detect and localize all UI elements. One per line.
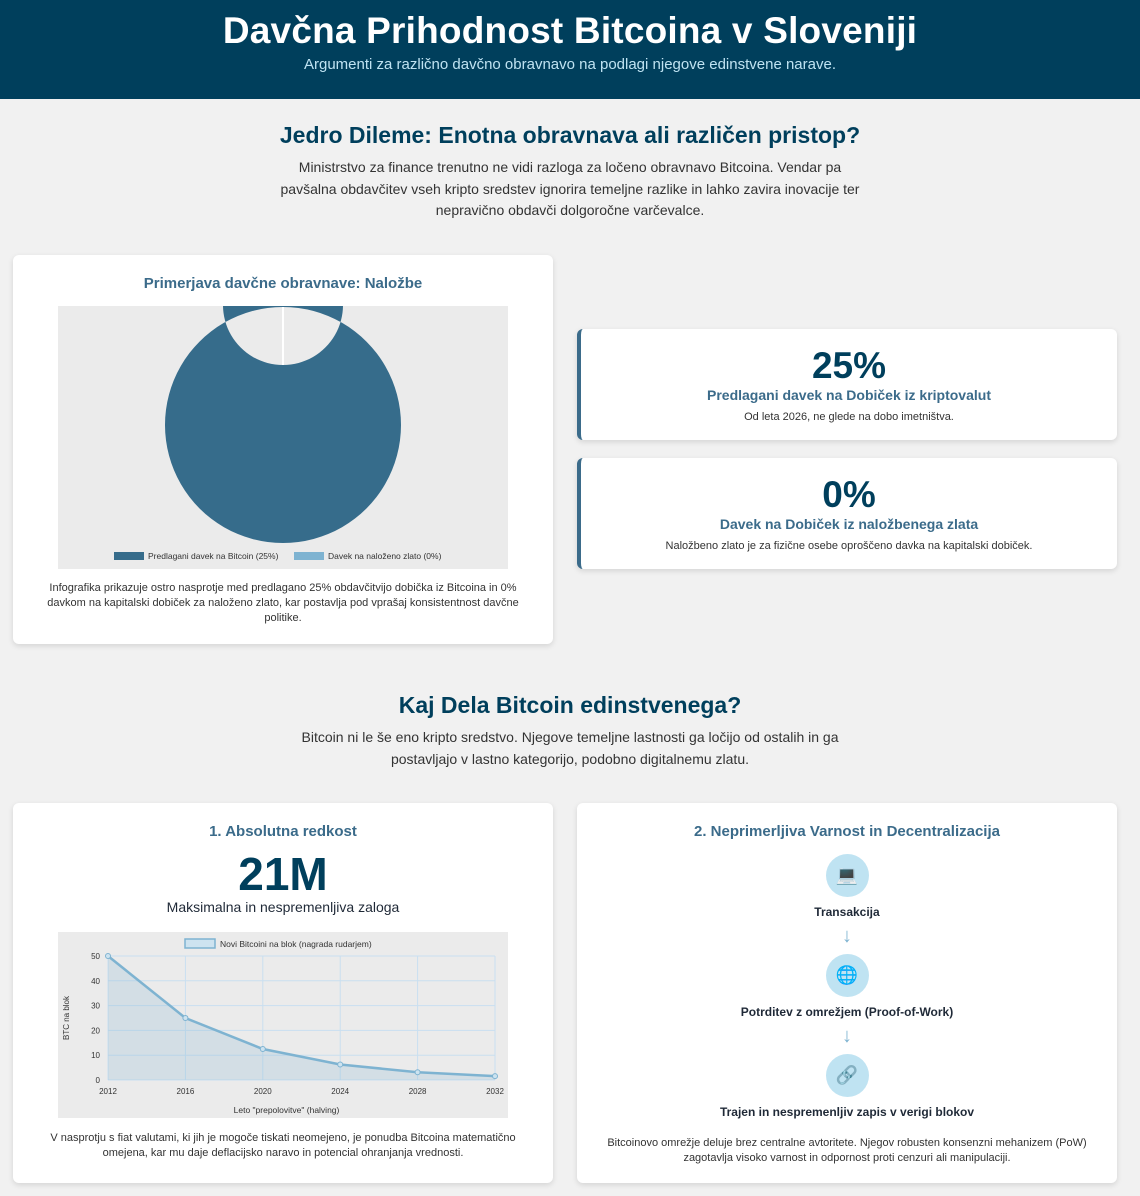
y-axis-title: BTC na blok xyxy=(62,995,71,1040)
donut-chart-area: Predlagani davek na Bitcoin (25%) Davek n… xyxy=(58,245,508,569)
chain-link-icon: 🔗 xyxy=(825,1054,869,1097)
supply-value: 21M xyxy=(238,848,328,900)
stat-note-gold: Naložbeno zlato je za fizične osebe opro… xyxy=(665,540,1033,552)
security-card: 2. Neprimerljiva Varnost in Decentraliza… xyxy=(577,803,1117,1183)
donut-chart: Predlagani davek na Bitcoin (25%) Davek n… xyxy=(114,245,442,561)
data-point xyxy=(259,1046,266,1052)
security-flow: 💻 Transakcija ↓ 🌐 Potrditev z omrežjem (… xyxy=(577,854,1117,1119)
security-title: 2. Neprimerljiva Varnost in Decentraliza… xyxy=(694,823,1000,840)
scarcity-card: 1. Absolutna redkost 21M Maksimalna in n… xyxy=(13,803,553,1183)
flow-step-label: Transakcija xyxy=(814,905,880,919)
halving-chart: 0 10 20 30 40 50 2012 2016 2020 2024 2028 2032 Novi … xyxy=(62,938,504,1115)
halving-chart-area: 0 10 20 30 40 50 2012 2016 2020 2024 2028 2032 Novi … xyxy=(58,932,508,1118)
comparison-card: Primerjava davčne obravnave: Naložbe Pre… xyxy=(13,245,553,644)
x-tick-label: 2024 xyxy=(331,1087,349,1096)
legend-label: Novi Bitcoini na blok (nagrada rudarjem) xyxy=(220,939,372,949)
x-tick-label: 2016 xyxy=(177,1087,195,1096)
data-point xyxy=(492,1073,498,1080)
stat-card-gold: 0% Davek na Dobiček iz naložbenega zlata… xyxy=(577,458,1117,569)
y-tick-label: 30 xyxy=(91,1002,100,1011)
supply-label: Maksimalna in nespremenljiva zaloga xyxy=(166,899,400,915)
arrow-down-icon: ↓ xyxy=(842,1025,852,1047)
intro-text: Ministrstvo za finance trenutno ne vidi … xyxy=(280,159,860,218)
x-tick-label: 2028 xyxy=(409,1087,427,1096)
stat-value-gold: 0% xyxy=(822,474,876,515)
series-area xyxy=(108,956,495,1080)
unique-title: Kaj Dela Bitcoin edinstvenega? xyxy=(398,692,742,718)
legend-label: Predlagani davek na Bitcoin (25%) xyxy=(148,551,279,561)
scarcity-caption: V nasprotju s fiat valutami, ki jih je m… xyxy=(50,1132,516,1159)
data-point xyxy=(337,1061,344,1068)
legend-swatch xyxy=(184,938,216,949)
y-tick-label: 50 xyxy=(91,952,100,961)
comparison-title: Primerjava davčne obravnave: Naložbe xyxy=(143,275,423,292)
x-tick-label: 2012 xyxy=(99,1087,117,1096)
stat-note-crypto: Od leta 2026, ne glede na dobo imetništv… xyxy=(744,411,954,423)
flow-step-confirmation: 🌐 Potrditev z omrežjem (Proof-of-Work) xyxy=(577,954,1117,1019)
y-tick-label: 0 xyxy=(96,1076,101,1085)
stat-value-crypto: 25% xyxy=(811,345,887,386)
comparison-caption: Infografika prikazuje ostro nasprotje me… xyxy=(47,582,519,624)
stat-label-crypto: Predlagani davek na Dobiček iz kriptoval… xyxy=(707,387,991,403)
x-tick-label: 2032 xyxy=(486,1087,504,1096)
page-header: Davčna Prihodnost Bitcoina v Sloveniji A… xyxy=(0,0,1140,99)
x-axis-title: Leto "prepolovitve" (halving) xyxy=(234,1105,340,1115)
series-line xyxy=(107,955,496,1078)
stat-label-gold: Davek na Dobiček iz naložbenega zlata xyxy=(719,516,979,532)
stat-card-crypto: 25% Predlagani davek na Dobiček iz kript… xyxy=(577,329,1117,440)
flow-step-transaction: 💻 Transakcija xyxy=(577,854,1117,919)
page-subtitle: Argumenti za različno davčno obravnavo n… xyxy=(303,56,836,73)
donut-slice xyxy=(164,245,401,544)
y-tick-label: 20 xyxy=(91,1026,100,1035)
intro-section: Jedro Dileme: Enotna obravnava ali razli… xyxy=(0,122,1140,222)
data-point xyxy=(414,1069,421,1076)
flow-step-label: Potrditev z omrežjem (Proof-of-Work) xyxy=(740,1005,954,1019)
flow-step-label: Trajen in nespremenljiv zapis v verigi b… xyxy=(719,1105,975,1119)
globe-icon: 🌐 xyxy=(825,954,869,997)
arrow-down-icon: ↓ xyxy=(842,925,852,947)
legend-label: Davek na naloženo zlato (0%) xyxy=(328,551,442,561)
data-point xyxy=(182,1015,189,1021)
y-tick-label: 40 xyxy=(91,977,100,986)
legend-swatch xyxy=(114,552,144,560)
flow-step-record: 🔗 Trajen in nespremenljiv zapis v verigi… xyxy=(577,1054,1117,1119)
x-tick-label: 2020 xyxy=(254,1087,272,1096)
laptop-icon: 💻 xyxy=(825,854,869,897)
data-point xyxy=(105,953,111,959)
page-title: Davčna Prihodnost Bitcoina v Sloveniji xyxy=(222,10,918,51)
unique-text: Bitcoin ni le še eno kripto sredstvo. Nj… xyxy=(301,729,839,767)
intro-title: Jedro Dileme: Enotna obravnava ali razli… xyxy=(279,122,861,148)
y-tick-label: 10 xyxy=(91,1051,100,1060)
scarcity-title: 1. Absolutna redkost xyxy=(209,823,357,840)
security-caption: Bitcoinovo omrežje deluje brez centralne… xyxy=(607,1137,1087,1164)
unique-section: Kaj Dela Bitcoin edinstvenega? Bitcoin n… xyxy=(0,692,1140,770)
legend-swatch xyxy=(294,552,324,560)
